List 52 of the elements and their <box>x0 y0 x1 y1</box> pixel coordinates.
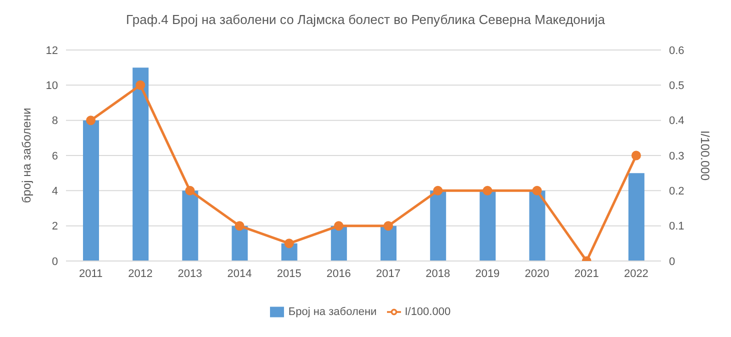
y2-tick-label: 0.1 <box>669 220 684 233</box>
y-tick-label: 0 <box>52 256 58 268</box>
x-tick-label: 2019 <box>475 268 500 280</box>
y2-tick-label: 0.3 <box>669 150 684 162</box>
y-tick-label: 12 <box>46 44 58 57</box>
point <box>482 186 492 196</box>
bar <box>628 173 644 261</box>
legend-label: I/100.000 <box>404 306 451 318</box>
y-tick-label: 10 <box>46 80 58 92</box>
point <box>185 186 195 196</box>
y-tick-label: 6 <box>52 150 58 162</box>
y2-tick-label: 0.5 <box>669 80 684 92</box>
point <box>136 80 146 90</box>
x-tick-label: 2016 <box>326 268 351 280</box>
bar <box>132 68 149 261</box>
x-tick-label: 2015 <box>276 268 302 280</box>
bar <box>529 190 546 261</box>
point <box>234 221 244 231</box>
y2-tick-label: 0 <box>669 256 676 268</box>
point <box>86 116 96 126</box>
bar <box>232 226 248 261</box>
chart-title: Граф.4 Број на заболени со Лајмска болест во Република Северна Македонија <box>125 12 606 27</box>
point <box>334 221 344 231</box>
y2-axis-title: I/100.000 <box>698 130 712 181</box>
bar <box>182 190 198 261</box>
legend-label: Број на заболени <box>288 306 377 318</box>
y2-tick-label: 0.6 <box>669 44 684 57</box>
bar <box>430 190 446 261</box>
y-tick-label: 2 <box>52 220 58 233</box>
x-tick-label: 2022 <box>624 268 648 280</box>
point <box>384 221 394 231</box>
point <box>631 150 641 160</box>
bar <box>380 226 396 261</box>
point <box>433 186 443 196</box>
x-tick-label: 2013 <box>178 268 202 280</box>
y2-tick-label: 0.4 <box>669 115 684 128</box>
x-tick-label: 2018 <box>426 268 450 280</box>
x-tick-label: 2014 <box>227 268 252 280</box>
x-tick-label: 2021 <box>574 268 599 280</box>
bar <box>330 226 347 261</box>
x-tick-label: 2012 <box>128 268 153 280</box>
y-tick-label: 4 <box>52 186 58 198</box>
x-tick-label: 2017 <box>376 268 401 280</box>
x-tick-label: 2020 <box>524 268 550 280</box>
point <box>532 186 542 196</box>
y2-tick-label: 0.2 <box>669 186 684 198</box>
x-tick-label: 2011 <box>78 268 103 280</box>
y-tick-label: 8 <box>52 115 58 128</box>
point <box>284 238 294 248</box>
bar <box>83 120 99 261</box>
bar <box>480 190 496 261</box>
y-axis-title: број на заболени <box>19 108 34 204</box>
